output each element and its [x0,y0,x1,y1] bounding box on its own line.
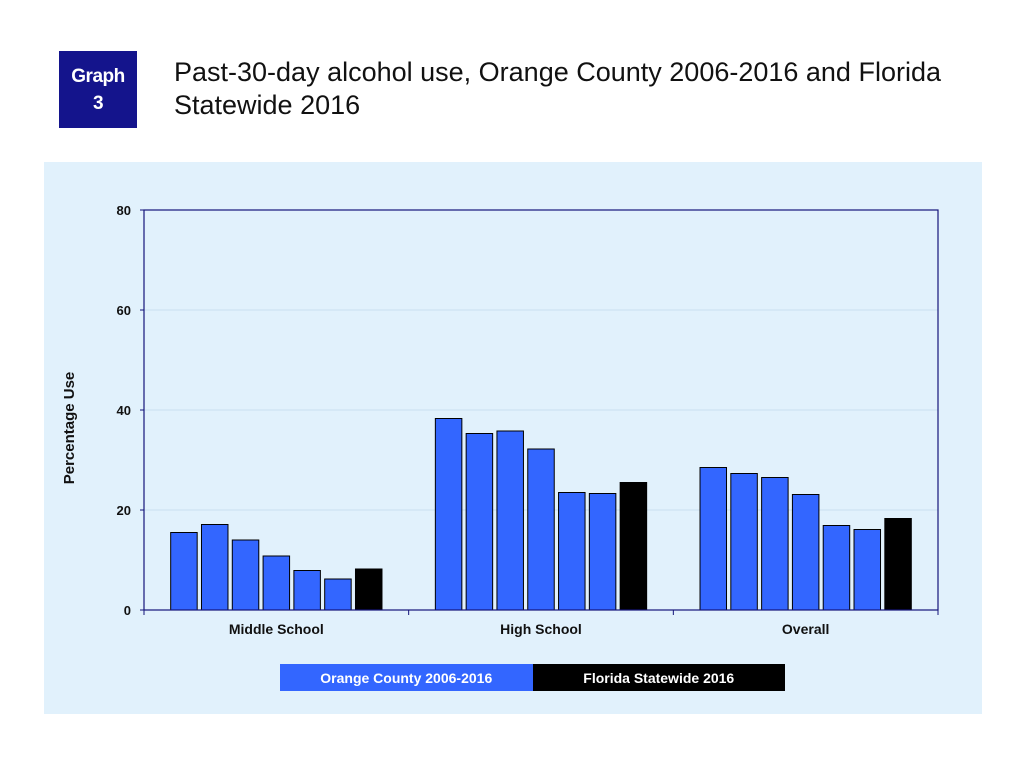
bar-orange-county [170,532,198,611]
legend-label-florida-statewide: Florida Statewide 2016 [583,669,735,686]
bar-orange-county [791,494,820,611]
bar-orange-county [434,418,463,611]
y-tick-label: 60 [117,303,131,318]
bar-orange-county [465,433,494,611]
chart-title-line-2: Statewide 2016 [174,90,361,120]
bar-orange-county [699,467,728,611]
bar-orange-county [496,430,524,611]
chart-title-line-1: Past-30-day alcohol use, Orange County 2… [174,57,941,87]
y-tick-label: 40 [117,403,131,418]
y-tick-label: 80 [117,203,131,218]
y-tick-label: 20 [117,503,131,518]
badge-number: 3 [92,92,104,114]
legend-label-orange-county: Orange County 2006-2016 [320,669,493,686]
graph-number-badge: Graph 3 [59,51,137,128]
bar-florida [354,568,383,611]
bar-orange-county [527,448,555,611]
bar-orange-county [822,525,851,611]
bar-orange-county [558,492,586,611]
badge-label: Graph [71,65,125,87]
bar-orange-county [324,578,352,611]
bar-orange-county [200,524,229,611]
bar-florida [619,482,648,611]
bar-orange-county [231,539,260,611]
y-tick-label: 0 [124,603,131,618]
x-tick-label: Overall [782,621,829,637]
y-axis-label: Percentage Use [61,372,78,485]
legend-item-florida-statewide: Florida Statewide 2016 [532,664,785,691]
bar-florida [884,518,912,611]
plot-frame [143,209,939,611]
bar-orange-county [588,493,617,611]
x-tick-label: Middle School [229,621,324,637]
x-tick-label: High School [500,621,582,637]
bar-orange-county [730,473,758,611]
bar-orange-county [853,529,882,611]
bar-orange-county [262,555,291,611]
bar-orange-county [761,477,789,611]
legend: Orange County 2006-2016 Florida Statewid… [280,664,785,691]
chart-title: Past-30-day alcohol use, Orange County 2… [174,56,1014,122]
legend-item-orange-county: Orange County 2006-2016 [280,664,533,691]
bar-orange-county [293,570,321,611]
